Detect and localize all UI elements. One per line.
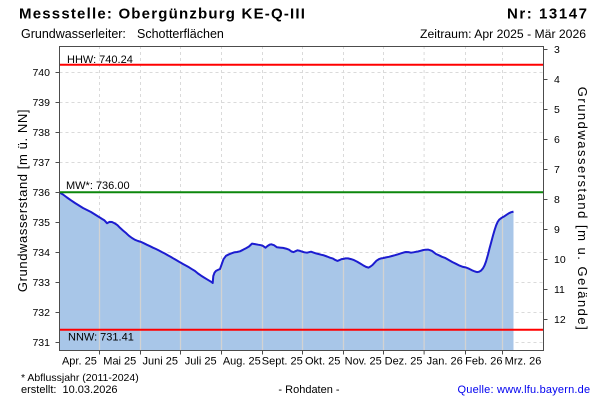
- svg-text:6: 6: [554, 134, 560, 146]
- svg-text:Mai 25: Mai 25: [103, 356, 136, 368]
- svg-text:Schotterflächen: Schotterflächen: [137, 27, 224, 41]
- svg-text:erstellt:: erstellt:: [21, 384, 56, 396]
- svg-text:737: 737: [32, 157, 50, 169]
- svg-text:Aug. 25: Aug. 25: [223, 356, 261, 368]
- svg-text:740: 740: [32, 67, 50, 79]
- svg-text:Okt. 25: Okt. 25: [305, 356, 340, 368]
- svg-text:Dez. 25: Dez. 25: [385, 356, 423, 368]
- svg-text:Nov. 25: Nov. 25: [345, 356, 382, 368]
- svg-text:5: 5: [554, 104, 560, 116]
- svg-text:- Rohdaten -: - Rohdaten -: [278, 384, 339, 396]
- svg-text:HHW: 740.24: HHW: 740.24: [67, 54, 133, 66]
- svg-text:11: 11: [554, 284, 565, 296]
- svg-text:Grundwasserstand [m u. Gelände: Grundwasserstand [m u. Gelände]: [575, 87, 590, 332]
- svg-text:734: 734: [32, 247, 50, 259]
- svg-text:736: 736: [32, 187, 50, 199]
- svg-text:NNW: 731.41: NNW: 731.41: [68, 332, 134, 344]
- svg-text:731: 731: [32, 337, 50, 349]
- svg-text:Grundwasserstand [m ü. NN]: Grundwasserstand [m ü. NN]: [15, 109, 30, 292]
- svg-text:Juni 25: Juni 25: [143, 356, 178, 368]
- svg-text:735: 735: [32, 217, 50, 229]
- svg-text:4: 4: [554, 74, 560, 86]
- svg-text:7: 7: [554, 164, 560, 176]
- svg-text:8: 8: [554, 194, 560, 206]
- svg-text:732: 732: [32, 307, 50, 319]
- svg-text:* Abflussjahr (2011-2024): * Abflussjahr (2011-2024): [21, 372, 139, 384]
- svg-text:10: 10: [554, 254, 566, 266]
- svg-text:738: 738: [32, 127, 50, 139]
- svg-text:Feb. 26: Feb. 26: [465, 356, 502, 368]
- svg-text:9: 9: [554, 224, 560, 236]
- svg-text:Grundwasserleiter:: Grundwasserleiter:: [21, 27, 126, 41]
- svg-text:Messstelle: Obergünzburg KE-Q-: Messstelle: Obergünzburg KE-Q-III: [19, 6, 306, 23]
- svg-text:Jan. 26: Jan. 26: [427, 356, 463, 368]
- svg-text:Quelle: www.lfu.bayern.de: Quelle: www.lfu.bayern.de: [458, 384, 591, 396]
- svg-text:Mrz. 26: Mrz. 26: [505, 356, 542, 368]
- svg-text:739: 739: [32, 97, 50, 109]
- svg-text:Juli 25: Juli 25: [185, 356, 217, 368]
- svg-text:3: 3: [554, 44, 560, 56]
- svg-text:Zeitraum: Apr 2025 - Mär 2026: Zeitraum: Apr 2025 - Mär 2026: [420, 27, 586, 41]
- svg-text:Apr. 25: Apr. 25: [62, 356, 97, 368]
- svg-text:Sept. 25: Sept. 25: [262, 356, 303, 368]
- svg-text:Nr: 13147: Nr: 13147: [507, 6, 589, 23]
- svg-text:MW*: 736.00: MW*: 736.00: [66, 180, 130, 192]
- svg-text:12: 12: [554, 314, 566, 326]
- svg-text:733: 733: [32, 277, 50, 289]
- svg-text:10.03.2026: 10.03.2026: [63, 384, 118, 396]
